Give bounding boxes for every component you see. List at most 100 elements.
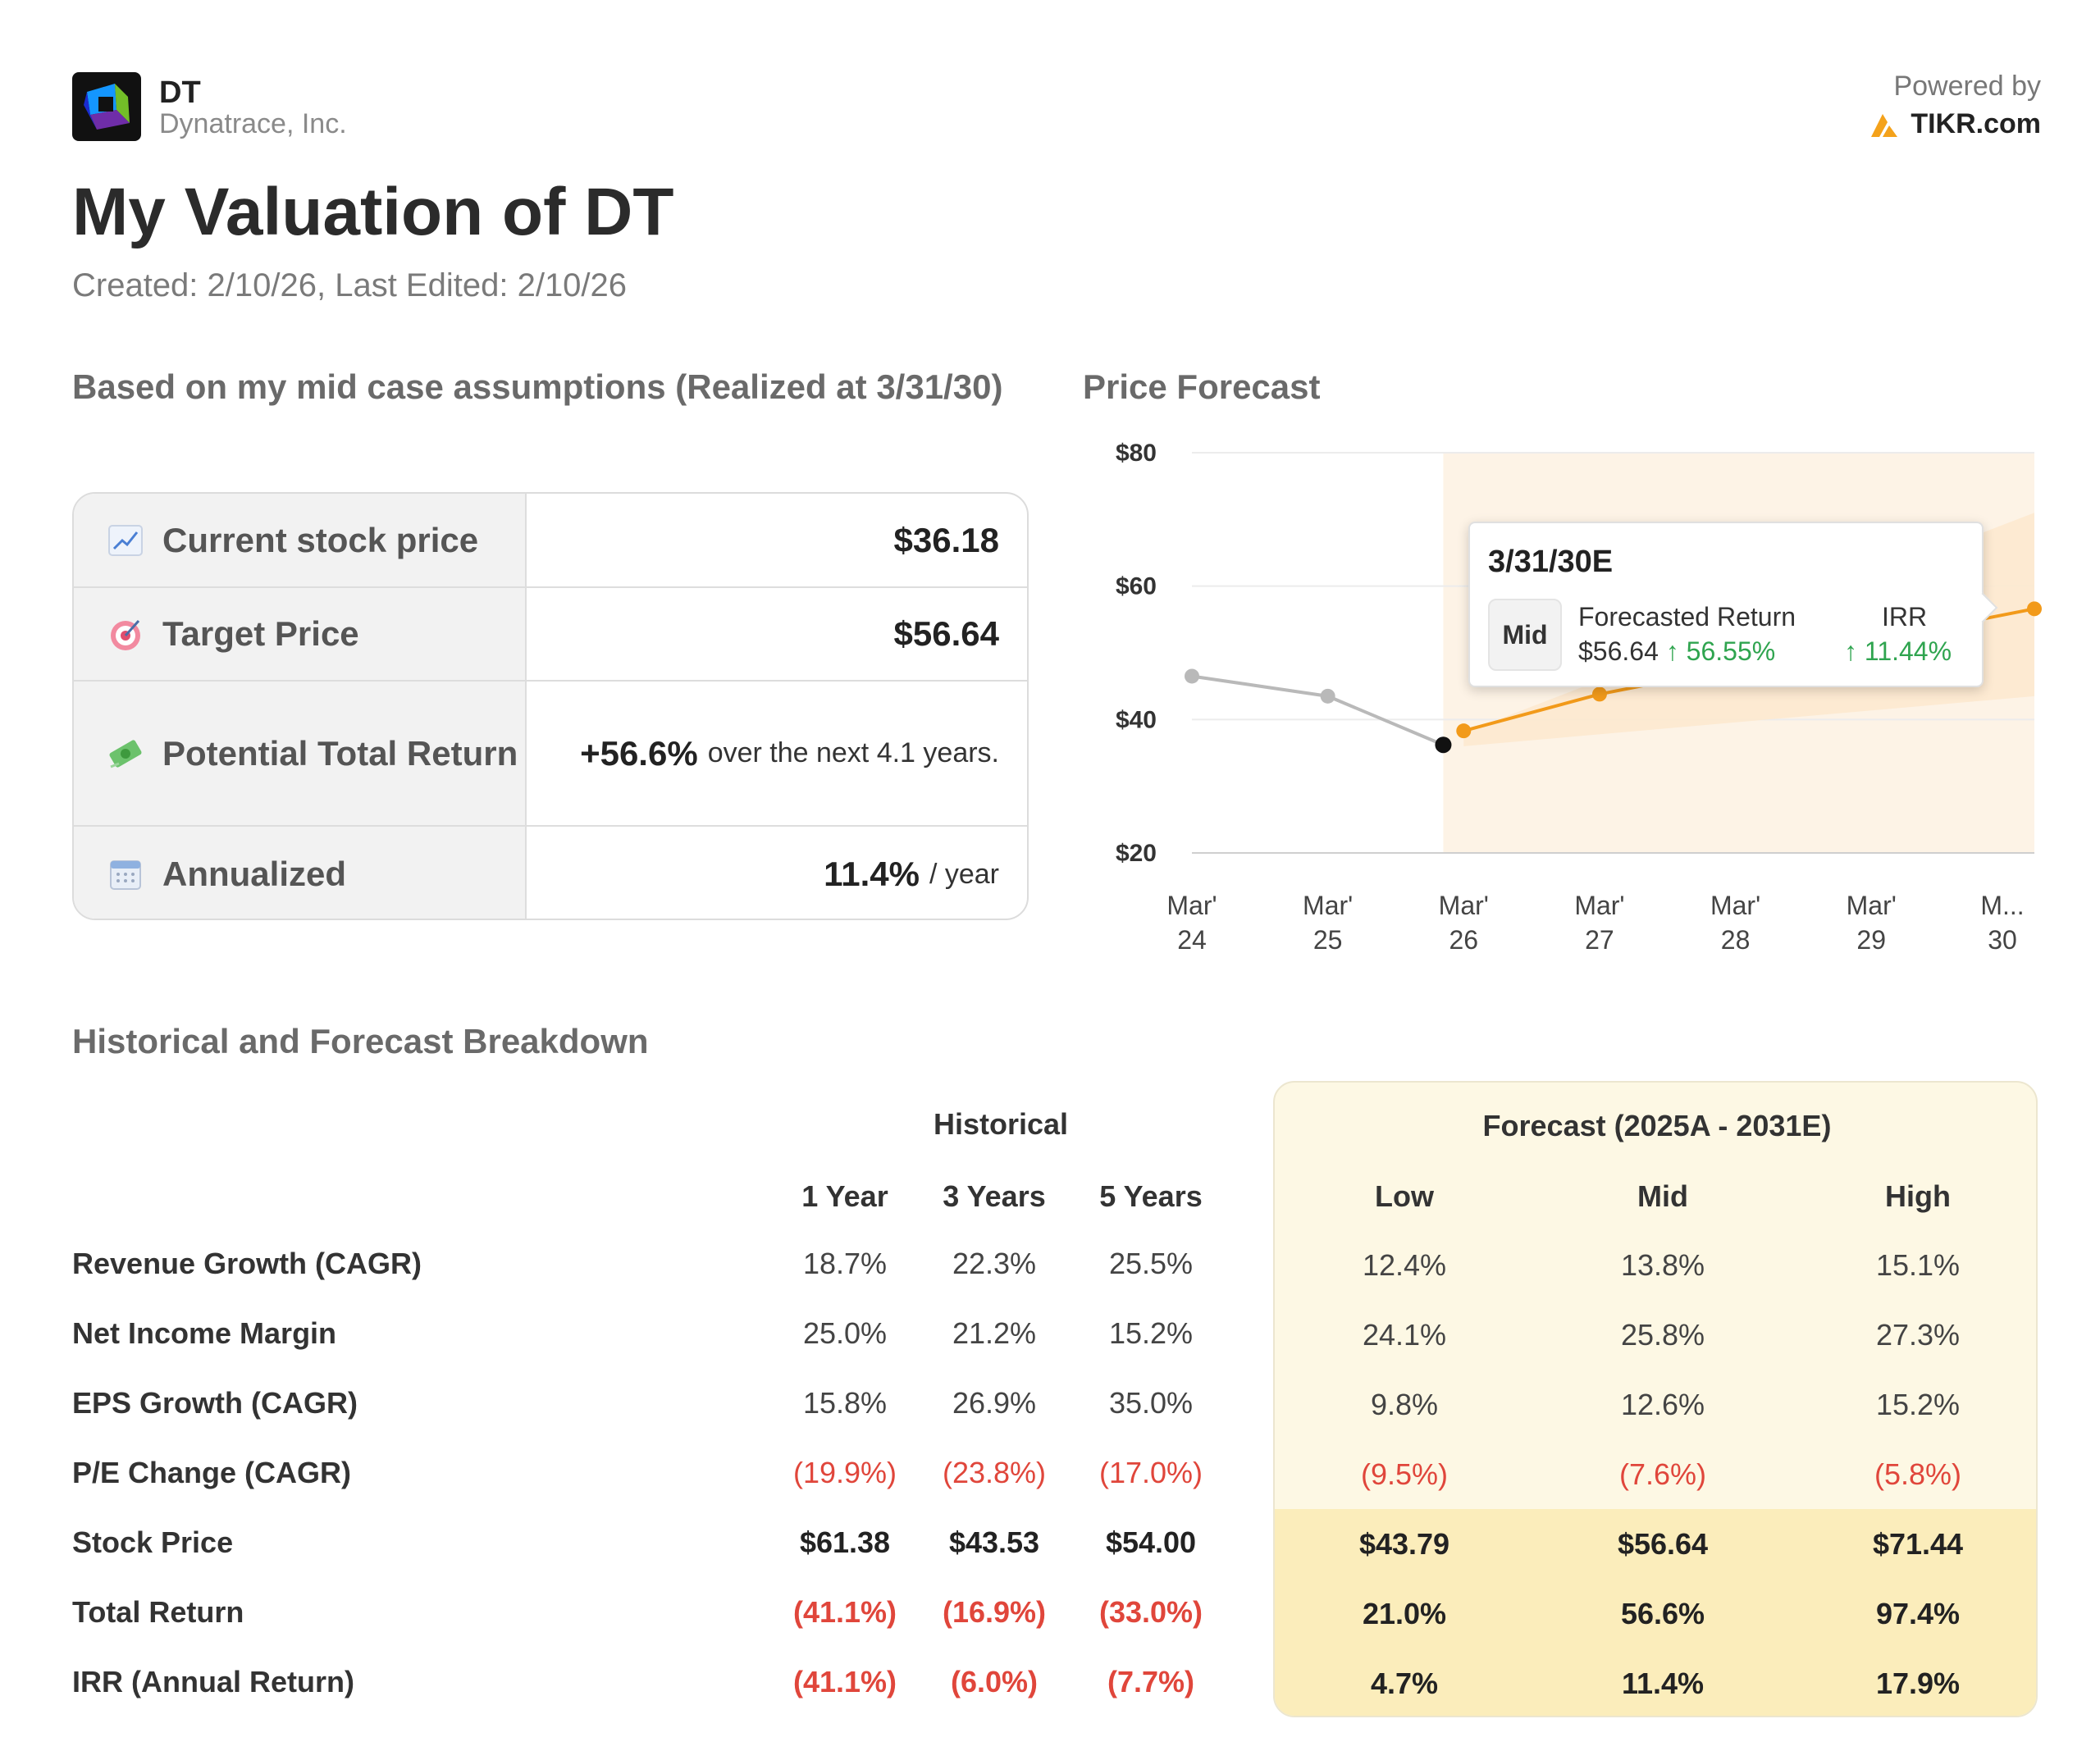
ticker-symbol: DT xyxy=(159,75,201,110)
table-cell: 97.4% xyxy=(1875,1597,1961,1630)
tooltip-return-pct: 56.55% xyxy=(1686,636,1776,666)
table-cell: 13.8% xyxy=(1620,1248,1705,1282)
table-cell: (23.8%) xyxy=(942,1456,1047,1489)
table-cell: $43.79 xyxy=(1358,1527,1450,1561)
summary-suffix: / year xyxy=(929,858,999,890)
breakdown-section-title: Historical and Forecast Breakdown xyxy=(72,1022,649,1060)
table-cell: 12.6% xyxy=(1620,1388,1705,1421)
x-tick-label: 24 xyxy=(1177,925,1207,955)
price-forecast-chart[interactable]: $20 $40 $60 $80 Mar' 24 Mar' 25 Mar' 26 Mar' 27 Mar'… xyxy=(1083,435,2067,960)
table-cell: 26.9% xyxy=(952,1386,1037,1420)
row-label: Net Income Margin xyxy=(72,1316,337,1350)
tooltip-return-value: $56.64 ↑ 56.55% xyxy=(1578,636,1775,667)
column-header: 3 Years xyxy=(943,1179,1046,1213)
x-tick-label: Mar' xyxy=(1303,891,1353,920)
forecast-point xyxy=(2027,601,2042,617)
table-cell: 56.6% xyxy=(1620,1597,1705,1630)
x-tick-label: 30 xyxy=(1988,925,2017,955)
x-tick-label: Mar' xyxy=(1574,891,1624,920)
summary-value: $56.64 xyxy=(893,614,999,653)
x-tick-label: 29 xyxy=(1856,925,1886,955)
summary-row-target-price: Target Price $56.64 xyxy=(74,588,1027,682)
table-cell: 9.8% xyxy=(1370,1388,1439,1421)
table-cell: (7.6%) xyxy=(1618,1457,1707,1491)
column-header: Mid xyxy=(1637,1179,1688,1213)
table-cell: 27.3% xyxy=(1875,1318,1961,1352)
y-tick-label: $20 xyxy=(1116,840,1157,867)
company-logo xyxy=(72,72,141,141)
y-tick-label: $60 xyxy=(1116,573,1157,600)
tooltip-irr-header: IRR xyxy=(1882,602,1928,632)
tikr-logo-icon xyxy=(1871,113,1898,137)
historical-point xyxy=(1320,688,1335,704)
summary-value: $36.18 xyxy=(893,520,999,559)
column-header: High xyxy=(1885,1179,1951,1213)
y-tick-label: $80 xyxy=(1116,440,1157,467)
table-cell: $54.00 xyxy=(1105,1525,1197,1559)
tooltip-date: 3/31/30E xyxy=(1488,545,1614,579)
company-name: Dynatrace, Inc. xyxy=(159,108,347,139)
row-label: IRR (Annual Return) xyxy=(72,1665,354,1698)
column-header: Low xyxy=(1375,1179,1434,1213)
table-cell: $61.38 xyxy=(799,1525,891,1559)
row-label: Total Return xyxy=(72,1595,244,1629)
arrow-up-icon: ↑ xyxy=(1665,636,1679,666)
historical-header: Historical xyxy=(933,1107,1069,1141)
x-tick-label: Mar' xyxy=(1710,891,1760,920)
forecast-panel xyxy=(1273,1081,2038,1717)
table-cell: $71.44 xyxy=(1872,1527,1964,1561)
summary-label: Current stock price xyxy=(162,520,479,559)
created-edited-dates: Created: 2/10/26, Last Edited: 2/10/26 xyxy=(72,267,628,303)
chart-canvas[interactable]: $20 $40 $60 $80 Mar' 24 Mar' 25 Mar' 26 Mar' 27 Mar'… xyxy=(1083,435,2067,960)
calendar-icon xyxy=(107,855,144,893)
tikr-link[interactable]: TIKR.com xyxy=(1869,108,2041,140)
target-icon xyxy=(107,615,144,653)
table-cell: (5.8%) xyxy=(1874,1457,1962,1491)
x-tick-label: 28 xyxy=(1721,925,1751,955)
tikr-brand: TIKR.com xyxy=(1911,108,2041,139)
table-cell: (6.0%) xyxy=(950,1665,1039,1698)
x-tick-label: 26 xyxy=(1449,925,1478,955)
table-cell: 15.2% xyxy=(1875,1388,1961,1421)
summary-row-current-price: Current stock price $36.18 xyxy=(74,494,1027,588)
forecast-point xyxy=(1591,686,1607,702)
summary-card: Current stock price $36.18 Target Price … xyxy=(72,492,1029,920)
table-cell: 4.7% xyxy=(1370,1667,1439,1700)
table-cell: 12.4% xyxy=(1362,1248,1447,1282)
table-cell: 35.0% xyxy=(1108,1386,1194,1420)
table-cell: 15.1% xyxy=(1875,1248,1961,1282)
table-cell: (7.7%) xyxy=(1107,1665,1195,1698)
summary-value: +56.6% xyxy=(580,733,698,773)
forecast-header: Forecast (2025A - 2031E) xyxy=(1482,1109,1832,1142)
x-tick-label: Mar' xyxy=(1166,891,1217,920)
table-cell: (9.5%) xyxy=(1360,1457,1449,1491)
row-label: EPS Growth (CAGR) xyxy=(72,1386,358,1420)
table-cell: 15.2% xyxy=(1108,1316,1194,1350)
x-tick-label: 27 xyxy=(1585,925,1614,955)
table-cell: 25.8% xyxy=(1620,1318,1705,1352)
summary-suffix: over the next 4.1 years. xyxy=(707,737,999,768)
page-title: My Valuation of DT xyxy=(72,175,674,249)
tooltip-return-header: Forecasted Return xyxy=(1578,602,1796,632)
historical-line xyxy=(1191,674,1445,747)
table-cell: 25.0% xyxy=(802,1316,888,1350)
summary-value: 11.4% xyxy=(824,855,920,893)
forecast-results-highlight xyxy=(1275,1509,2036,1716)
summary-label: Potential Total Return xyxy=(162,733,518,773)
x-tick-label: Mar' xyxy=(1847,891,1897,920)
row-label: Revenue Growth (CAGR) xyxy=(72,1247,422,1280)
table-cell: 21.2% xyxy=(952,1316,1037,1350)
forecast-point xyxy=(1456,723,1472,739)
x-tick-label: M... xyxy=(1980,891,2024,920)
row-label: P/E Change (CAGR) xyxy=(72,1456,352,1489)
summary-section-title: Based on my mid case assumptions (Realiz… xyxy=(72,367,1003,406)
tooltip-price: $56.64 xyxy=(1578,636,1659,666)
table-cell: 21.0% xyxy=(1362,1597,1447,1630)
summary-label: Annualized xyxy=(162,855,347,893)
table-cell: 17.9% xyxy=(1875,1667,1961,1700)
table-cell: 18.7% xyxy=(802,1247,888,1280)
table-cell: (19.9%) xyxy=(792,1456,897,1489)
table-cell: 24.1% xyxy=(1362,1318,1447,1352)
table-cell: (41.1%) xyxy=(792,1665,897,1698)
table-cell: $56.64 xyxy=(1617,1527,1709,1561)
